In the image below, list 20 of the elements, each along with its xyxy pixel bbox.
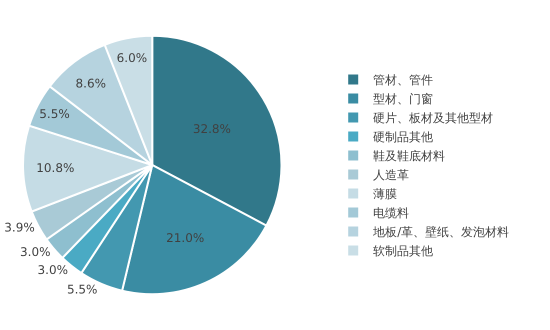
data-label: 3.0%: [38, 263, 68, 278]
legend-label: 人造革: [373, 168, 410, 182]
legend-label: 电缆料: [373, 206, 410, 220]
data-label: 6.0%: [116, 51, 148, 66]
legend-label: 鞋及鞋底材料: [373, 149, 446, 164]
legend-label: 硬制品其他: [373, 130, 434, 144]
data-label: 10.8%: [36, 160, 74, 175]
data-label: 3.9%: [4, 220, 35, 235]
data-label: 21.0%: [166, 231, 204, 246]
data-label: 5.5%: [66, 282, 98, 297]
data-label: 8.6%: [76, 76, 106, 91]
legend-label: 薄膜: [373, 187, 398, 202]
data-label: 3.0%: [20, 244, 51, 259]
data-label: 5.5%: [39, 106, 70, 121]
legend-label: 管材、管件: [373, 73, 434, 88]
legend-label: 软制品其他: [373, 244, 434, 258]
legend-label: 硬片、板材及其他型材: [373, 111, 494, 126]
legend-label: 地板/革、壁纸、发泡材料: [372, 225, 510, 240]
data-label: 32.8%: [192, 122, 231, 136]
legend-label: 型材、门窗: [373, 92, 434, 106]
